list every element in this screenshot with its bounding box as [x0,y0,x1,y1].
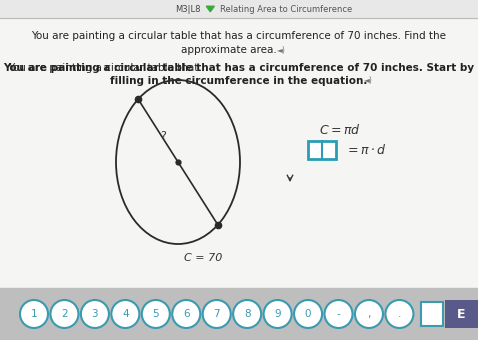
Text: You are painting a circular table that has a circumference of 70 inches. Find th: You are painting a circular table that h… [32,31,446,41]
Circle shape [51,300,78,328]
Bar [0,18,478,288]
Circle shape [142,300,170,328]
Text: 7: 7 [213,309,220,319]
Circle shape [20,300,48,328]
Text: .: . [398,309,401,319]
Text: 9: 9 [274,309,281,319]
Text: 5: 5 [152,309,159,319]
Bar [0,288,478,340]
Circle shape [325,300,352,328]
Text: $C = \pi d$: $C = \pi d$ [319,123,361,137]
Text: filling in the circumference in the equation.: filling in the circumference in the equa… [110,76,368,86]
Text: Relating Area to Circumference: Relating Area to Circumference [220,4,352,14]
Circle shape [385,300,413,328]
Text: M3|L8: M3|L8 [175,4,201,14]
Text: You are painting a circular table that has a circumference of 70 inches. Start b: You are painting a circular table that h… [3,63,475,73]
Text: 6: 6 [183,309,190,319]
Bar [308,141,336,159]
Polygon shape [206,6,214,12]
Text: ◄): ◄) [364,76,373,85]
Text: -: - [337,309,340,319]
Text: ,: , [367,309,370,319]
Circle shape [355,300,383,328]
Bar [0,0,478,18]
Circle shape [203,300,231,328]
Text: 8: 8 [244,309,250,319]
Text: 2: 2 [61,309,68,319]
Bar [445,300,478,328]
Circle shape [81,300,109,328]
Text: 0: 0 [305,309,311,319]
Text: ?: ? [160,131,166,141]
Text: 1: 1 [31,309,37,319]
Text: C = 70: C = 70 [184,253,222,263]
Circle shape [263,300,292,328]
Text: 4: 4 [122,309,129,319]
Text: ◄): ◄) [277,46,286,54]
Text: approximate area.: approximate area. [181,45,277,55]
Bar [421,302,443,326]
Circle shape [111,300,140,328]
Text: $= \pi \cdot d$: $= \pi \cdot d$ [345,143,387,157]
Text: You are painting a circular table that: You are painting a circular table that [8,63,202,73]
Circle shape [294,300,322,328]
Text: 3: 3 [92,309,98,319]
Text: E: E [457,307,466,321]
Circle shape [233,300,261,328]
Circle shape [172,300,200,328]
